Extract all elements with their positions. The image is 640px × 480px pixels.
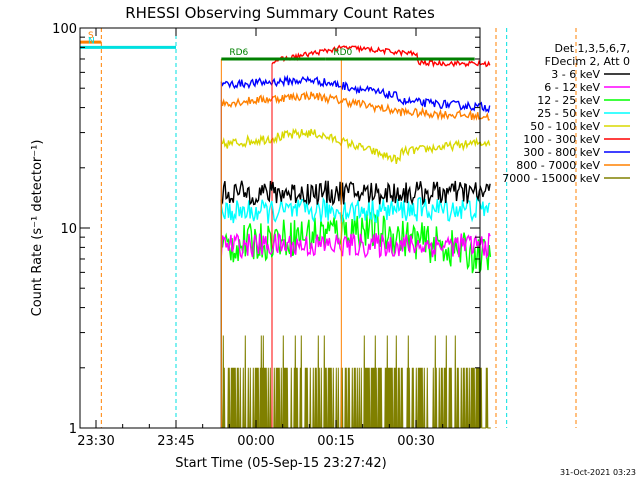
y-tick-label: 1 bbox=[69, 422, 77, 437]
x-tick-label: 00:15 bbox=[317, 434, 354, 449]
legend-entry: 3 - 6 keV bbox=[551, 68, 600, 81]
legend-header: Det 1,3,5,6,7, bbox=[554, 42, 630, 55]
y-tick-label: 10 bbox=[60, 222, 77, 237]
x-tick-label: 00:00 bbox=[237, 434, 274, 449]
x-tick-label: 23:30 bbox=[77, 434, 114, 449]
legend-entry: 12 - 25 keV bbox=[537, 94, 600, 107]
flag-label-rd6: RD6 bbox=[229, 48, 248, 58]
x-tick-label: 23:45 bbox=[157, 434, 194, 449]
timestamp: 31-Oct-2021 03:23 bbox=[560, 468, 636, 477]
legend-entry: 25 - 50 keV bbox=[537, 107, 600, 120]
flag-label-s: S bbox=[88, 31, 94, 41]
legend-entry: 300 - 800 keV bbox=[523, 146, 600, 159]
series-line-100-300keV bbox=[271, 44, 491, 68]
x-axis-label: Start Time (05-Sep-15 23:27:42) bbox=[175, 456, 386, 471]
axis-ticks: 23:30 23:45 00:00 00:15 00:30 1 10 100 bbox=[52, 22, 480, 449]
legend: Det 1,3,5,6,7,FDecim 2, Att 03 - 6 keV6 … bbox=[502, 42, 630, 185]
flag-label-n: N bbox=[88, 36, 95, 46]
plot-content: SN RD6 RD0 bbox=[80, 28, 577, 429]
series-line-3-6keV bbox=[220, 180, 491, 207]
legend-entry: 6 - 12 keV bbox=[544, 81, 600, 94]
legend-entry: 100 - 300 keV bbox=[523, 133, 600, 146]
legend-header: FDecim 2, Att 0 bbox=[545, 55, 630, 68]
legend-entry: 7000 - 15000 keV bbox=[502, 172, 600, 185]
legend-entry: 50 - 100 keV bbox=[530, 120, 600, 133]
y-axis-label: Count Rate (s⁻¹ detector⁻¹) bbox=[30, 140, 45, 317]
y-tick-label: 100 bbox=[52, 22, 77, 37]
legend-entry: 800 - 7000 keV bbox=[516, 159, 600, 172]
series-line-300-800keV bbox=[220, 74, 491, 114]
series-line-12-25keV bbox=[220, 212, 492, 274]
x-tick-label: 00:30 bbox=[397, 434, 434, 449]
flag-label-rd0: RD0 bbox=[333, 48, 352, 58]
series-line-800-7000keV bbox=[220, 90, 490, 122]
series-line-7000-15000kev bbox=[220, 335, 491, 429]
series-line-50-100keV bbox=[221, 127, 491, 165]
series-line-25-50keV bbox=[220, 194, 491, 225]
chart-title: RHESSI Observing Summary Count Rates bbox=[125, 4, 435, 22]
series-line-6-12keV bbox=[220, 232, 491, 260]
